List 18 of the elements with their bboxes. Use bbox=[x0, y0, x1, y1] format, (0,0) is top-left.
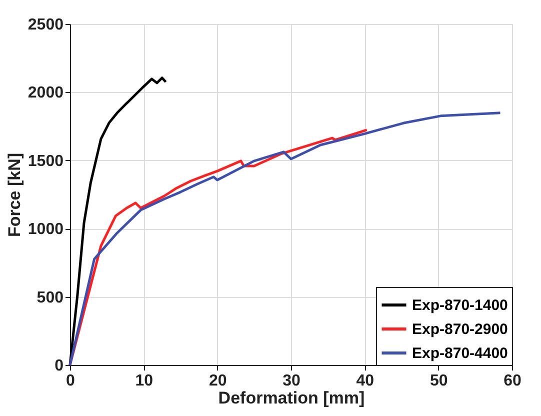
legend-label: Exp-870-1400 bbox=[412, 297, 508, 314]
y-axis-title: Force [kN] bbox=[4, 152, 24, 238]
x-tick-label: 60 bbox=[504, 372, 522, 390]
y-tick-label: 1500 bbox=[28, 152, 64, 170]
x-tick-label: 20 bbox=[208, 372, 227, 390]
legend-label: Exp-870-2900 bbox=[412, 321, 508, 338]
y-tick-label: 2500 bbox=[28, 16, 64, 34]
x-tick-label: 40 bbox=[356, 372, 374, 390]
x-tick-label: 0 bbox=[66, 372, 76, 390]
y-tick-label: 500 bbox=[36, 289, 64, 306]
x-tick-label: 10 bbox=[135, 372, 154, 390]
y-tick-label: 0 bbox=[54, 358, 64, 374]
x-tick-label: 50 bbox=[430, 372, 448, 390]
x-axis-title: Deformation [mm] bbox=[218, 388, 365, 408]
x-tick-label: 30 bbox=[282, 372, 300, 390]
y-tick-label: 2000 bbox=[28, 84, 64, 102]
y-tick-label: 1000 bbox=[28, 221, 64, 238]
legend-label: Exp-870-4400 bbox=[412, 345, 508, 362]
